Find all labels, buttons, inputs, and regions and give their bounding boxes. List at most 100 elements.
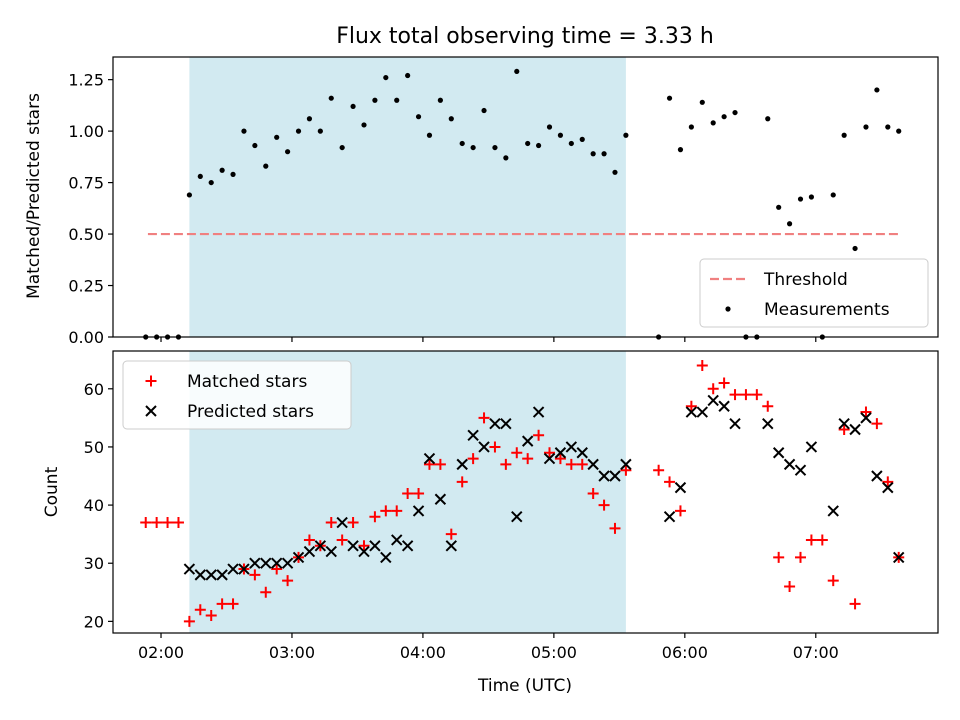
measurement-point (688, 124, 694, 130)
measurement-point (470, 144, 476, 151)
matched-point (445, 528, 457, 540)
measurement-point (863, 124, 869, 130)
matched-point (784, 580, 796, 592)
predicted-point (696, 406, 708, 418)
predicted-point (565, 441, 578, 453)
top-y-tick-label: 0.00 (68, 328, 104, 347)
measurement-point (459, 140, 465, 147)
top-y-tick-label: 1.00 (68, 122, 104, 141)
x-tick-label: 06:00 (662, 643, 708, 662)
measurement-point (405, 72, 411, 79)
predicted-point (871, 470, 883, 482)
predicted-point (303, 545, 316, 558)
matched-point (674, 505, 686, 517)
x-tick-label: 05:00 (531, 643, 577, 662)
x-tick-label: 07:00 (793, 643, 839, 662)
predicted-point (500, 417, 512, 430)
predicted-point (794, 464, 807, 476)
measurement-point (492, 144, 498, 151)
measurement-point (394, 97, 400, 103)
matched-point (500, 458, 512, 470)
matched-point (849, 598, 861, 610)
measurement-point (372, 97, 378, 103)
measurement-point (699, 99, 705, 105)
chart-title: Flux total observing time = 3.33 h (336, 24, 714, 49)
matched-point (216, 598, 228, 610)
measurement-point (219, 167, 225, 173)
measurement-point (328, 95, 334, 101)
predicted-point (183, 563, 196, 575)
legend-label: Matched stars (187, 372, 307, 392)
legend-measurement-swatch (725, 306, 731, 312)
measurement-point (252, 142, 258, 149)
ratio-plot: 0.00 0.25 0.50 0.75 1.00 1.25 Threshold Measure… (68, 56, 939, 347)
matched-point (838, 423, 850, 435)
measurement-point (481, 107, 487, 114)
matched-point (358, 540, 370, 552)
matched-point (860, 406, 872, 418)
measurement-point (361, 122, 367, 128)
matched-point (347, 517, 359, 529)
predicted-point (216, 569, 228, 581)
matched-point (598, 499, 610, 511)
measurement-point (557, 132, 564, 138)
predicted-point (849, 423, 861, 436)
predicted-point (521, 435, 534, 447)
legend-label: Predicted stars (187, 402, 314, 422)
predicted-point (412, 505, 425, 517)
predicted-point (620, 458, 632, 471)
measurement-point (830, 192, 836, 198)
matched-point (413, 487, 425, 499)
x-tick-label: 04:00 (400, 643, 446, 662)
measurement-point (317, 128, 323, 134)
matched-point (227, 598, 239, 610)
matched-point (740, 389, 752, 401)
predicted-point (674, 481, 687, 494)
measurement-point (514, 68, 520, 75)
measurement-point (808, 194, 815, 200)
matched-point (489, 441, 501, 453)
top-legend-box (699, 258, 929, 328)
matched-point (707, 383, 719, 395)
legend-predicted-swatch (145, 405, 157, 417)
predicted-point (587, 458, 599, 471)
measurement-point (590, 151, 596, 157)
measurement-point (852, 245, 858, 252)
matched-point (402, 487, 414, 499)
measurement-point (666, 95, 673, 101)
predicted-point (576, 447, 588, 459)
matched-point (882, 476, 894, 488)
predicted-point (249, 557, 261, 569)
predicted-point (838, 417, 850, 430)
bottom-legend-box (122, 360, 352, 430)
predicted-point (554, 447, 567, 459)
measurement-point (776, 204, 782, 210)
predicted-point (260, 557, 272, 569)
predicted-point (827, 505, 839, 517)
predicted-point (281, 557, 294, 569)
legend-label: Measurements (764, 300, 890, 320)
matched-point (391, 505, 403, 517)
predicted-point (489, 417, 501, 430)
predicted-point (369, 540, 381, 552)
matched-point (816, 534, 828, 546)
matched-point (554, 453, 566, 465)
measurement-point (568, 140, 574, 147)
top-observing-window (189, 57, 626, 337)
measurement-point (677, 147, 684, 153)
matched-point (576, 458, 588, 470)
matched-point (587, 487, 599, 499)
top-y-tick-label: 0.75 (68, 174, 104, 193)
matched-point (205, 610, 217, 622)
matched-point (380, 505, 392, 517)
matched-point (140, 517, 152, 529)
x-axis-label: Time (UTC) (477, 676, 572, 696)
predicted-point (456, 458, 468, 471)
predicted-point (380, 551, 392, 564)
predicted-point (707, 394, 719, 407)
predicted-point (270, 557, 283, 569)
predicted-point (401, 540, 414, 552)
measurement-point (612, 169, 618, 175)
matched-point (172, 517, 184, 529)
top-axes-frame (112, 56, 939, 338)
